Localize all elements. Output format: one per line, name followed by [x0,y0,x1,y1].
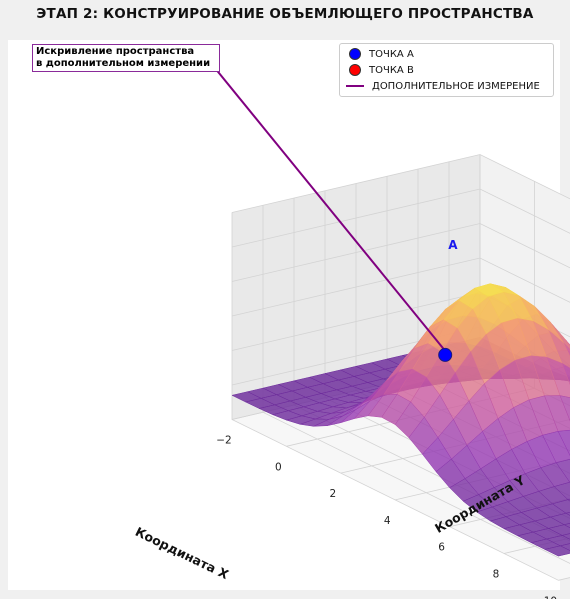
gridline [231,223,570,282]
point-a-label: A [448,238,458,252]
annotation-line-2: в дополнительном измерении [36,58,211,69]
annotation-box: Искривление пространства в дополнительно… [32,44,220,72]
legend-label: ДОПОЛНИТЕЛЬНОЕ ИЗМЕРЕНИЕ [372,80,540,92]
extra-dimension-line [196,45,446,352]
x-axis-label: Координата X [133,524,232,582]
x-tick-label: 10 [544,595,557,599]
chart-title: ЭТАП 2: КОНСТРУИРОВАНИЕ ОБЪЕМЛЮЩЕГО ПРОС… [36,6,534,22]
legend-label: ТОЧКА B [369,64,414,76]
surface-patch [563,523,570,529]
legend-item-extra-dimension: ДОПОЛНИТЕЛЬНОЕ ИЗМЕРЕНИЕ [346,79,540,93]
legend: ТОЧКА A ТОЧКА B ДОПОЛНИТЕЛЬНОЕ ИЗМЕРЕНИЕ [339,43,554,97]
x-tick-label: 6 [438,542,445,554]
gridline [231,188,570,248]
purple-line-icon [346,85,364,87]
annotation-line-1: Искривление пространства [36,46,195,57]
gridline [231,154,570,213]
legend-item-point-a: ТОЧКА A [346,47,414,61]
legend-item-point-b: ТОЧКА B [346,63,414,77]
legend-label: ТОЧКА A [369,48,414,60]
x-tick-label: 4 [384,515,391,527]
surface-patch [544,545,570,557]
x-tick-label: 0 [275,461,282,473]
x-tick-label: −2 [216,435,231,447]
point-a-marker [438,347,453,362]
x-tick-label: 2 [329,488,336,500]
surface-patch [561,533,570,540]
x-tick-label: 8 [493,569,500,581]
red-circle-icon [349,64,361,76]
blue-circle-icon [349,48,361,60]
gridline [231,257,570,317]
